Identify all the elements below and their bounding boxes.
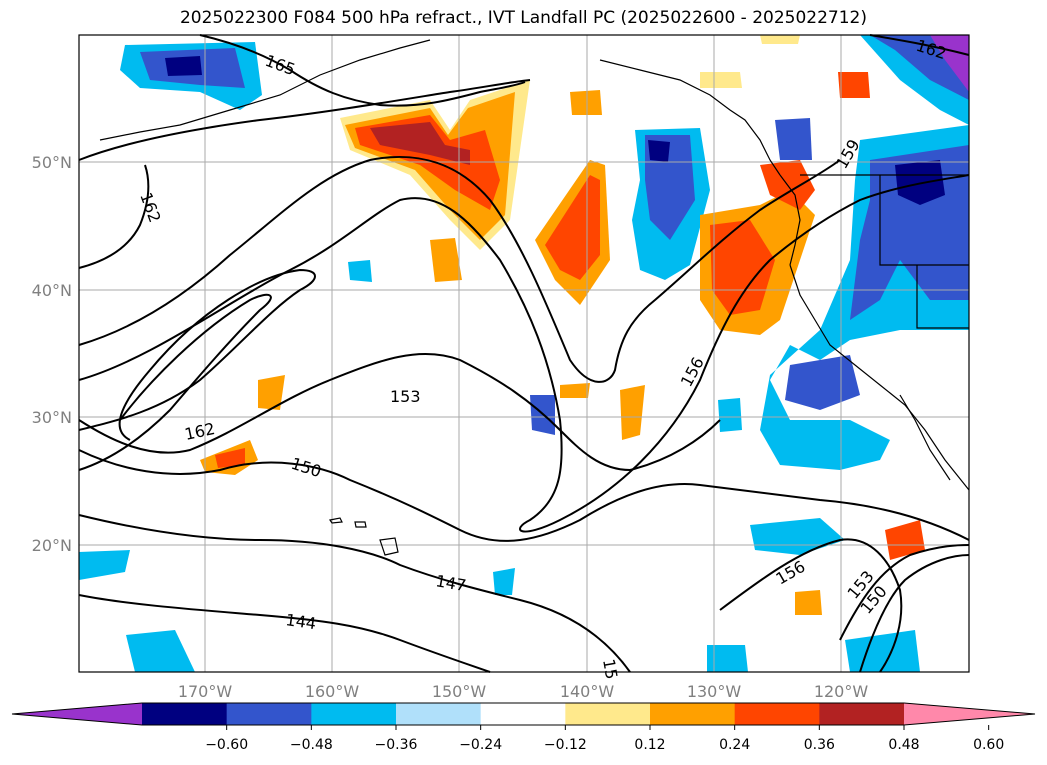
lat-label: 50°N: [32, 153, 72, 172]
colorbar-segment: [734, 703, 820, 725]
colorbar-segment: [142, 703, 228, 725]
hawaii-2: [354, 521, 367, 528]
colorbar-tick-label: −0.36: [375, 737, 418, 753]
colorbar-tick-label: 0.60: [973, 737, 1004, 753]
colorbar-segment: [396, 703, 482, 725]
lat-axis: 50°N 40°N 30°N 20°N: [32, 153, 72, 555]
contour-156-se: [719, 538, 903, 673]
shading-navy-bc: [648, 140, 670, 162]
colorbar-tick-label: 0.48: [888, 737, 919, 753]
shading-yellow-small3: [258, 375, 285, 410]
shading-firebrick-gulf: [370, 122, 470, 165]
shading-blue-small1: [493, 568, 515, 595]
lon-label: 140°W: [560, 682, 615, 701]
colorbar-extend-max: [904, 703, 1035, 725]
shading-yellow-small7: [760, 35, 800, 44]
contour-label: 144: [284, 610, 317, 633]
shading-red-center: [545, 175, 600, 280]
contour-label: 15: [599, 657, 621, 680]
shading-blue-small5: [348, 260, 372, 282]
lat-label: 40°N: [32, 281, 72, 300]
us-west-coast: [789, 264, 970, 491]
colorbar-segment: [650, 703, 736, 725]
shading-red-se: [885, 520, 925, 560]
colorbar-tick-label: 0.12: [634, 737, 665, 753]
colorbar-segment: [311, 703, 397, 725]
contour-150-se: [859, 554, 970, 673]
plot-frame: [78, 34, 970, 673]
lon-label: 120°W: [814, 682, 869, 701]
lat-label: 30°N: [32, 408, 72, 427]
lon-label: 150°W: [432, 682, 487, 701]
contour-inner-1: [78, 268, 316, 441]
contour-162-north: [78, 79, 531, 161]
contour-159: [78, 156, 841, 383]
contour-165: [199, 34, 526, 107]
colorbar-segment: [819, 703, 905, 725]
shading-yellow-small1: [430, 238, 462, 282]
colorbar-segment: [480, 703, 566, 725]
contour-inner-2: [78, 293, 272, 471]
shading-navy-nw: [165, 56, 202, 76]
colorbar-segment: [226, 703, 312, 725]
state-border-2: [916, 265, 969, 329]
contour-153-se: [839, 544, 970, 641]
lat-label: 20°N: [32, 536, 72, 555]
height-contours: [78, 34, 970, 673]
contour-147: [78, 514, 631, 673]
contour-162-ne: [869, 34, 970, 56]
shading-yellow-small5: [560, 383, 590, 398]
contour-144: [78, 594, 491, 673]
baja: [899, 394, 951, 481]
colorbar-outline: [11, 702, 1036, 726]
colorbar-extend-min: [12, 703, 142, 725]
colorbar: −0.60 −0.48 −0.36 −0.24 −0.12 0.12 0.24 0.36 0.4…: [11, 702, 1036, 753]
shading-blue-small6: [775, 118, 812, 160]
shading-blue-small2: [718, 398, 742, 432]
colorbar-segment: [565, 703, 651, 725]
colorbar-tick-label: −0.60: [205, 737, 248, 753]
gridlines: [79, 35, 969, 672]
coastlines: [99, 39, 970, 556]
shading-red-subtrop: [215, 448, 245, 468]
lon-label: 160°W: [305, 682, 360, 701]
hawaii-1: [329, 517, 343, 524]
shading-blue-small4: [707, 645, 748, 672]
contour-153: [78, 352, 721, 472]
hawaii-3: [379, 537, 399, 556]
lon-axis: 170°W 160°W 150°W 140°W 130°W 120°W: [178, 682, 869, 701]
lon-label: 130°W: [687, 682, 742, 701]
shading-blue-small3: [530, 395, 555, 435]
contour-150: [78, 449, 970, 542]
shading-blue-w: [79, 550, 130, 580]
shading-yellow-small2: [570, 90, 602, 115]
shading-blue-sw: [126, 630, 195, 672]
colorbar-tick-label: 0.36: [804, 737, 835, 753]
shading-yellow-small6: [700, 72, 742, 88]
contour-label: 153: [390, 387, 421, 406]
shading-orange-se2: [795, 590, 822, 615]
alaska-panhandle: [599, 59, 781, 176]
shading-red-small: [838, 72, 870, 98]
shading-purple-ne: [930, 35, 969, 92]
colorbar-tick-label: −0.48: [290, 737, 333, 753]
colorbar-tick-label: −0.24: [459, 737, 502, 753]
contour-162-west: [78, 164, 150, 269]
lon-label: 170°W: [178, 682, 233, 701]
colorbar-tick-label: 0.24: [719, 737, 750, 753]
state-border-1: [879, 175, 969, 266]
map-title: 2025022300 F084 500 hPa refract., IVT La…: [179, 8, 867, 28]
shading-red-coast: [710, 220, 775, 315]
bc-coast: [779, 174, 801, 266]
colorbar-tick-label: −0.12: [544, 737, 587, 753]
shading-yellow-small4: [620, 385, 645, 440]
alaska-coast: [99, 39, 431, 141]
contour-156: [78, 174, 970, 533]
shading-darkblue-bc: [645, 135, 695, 240]
